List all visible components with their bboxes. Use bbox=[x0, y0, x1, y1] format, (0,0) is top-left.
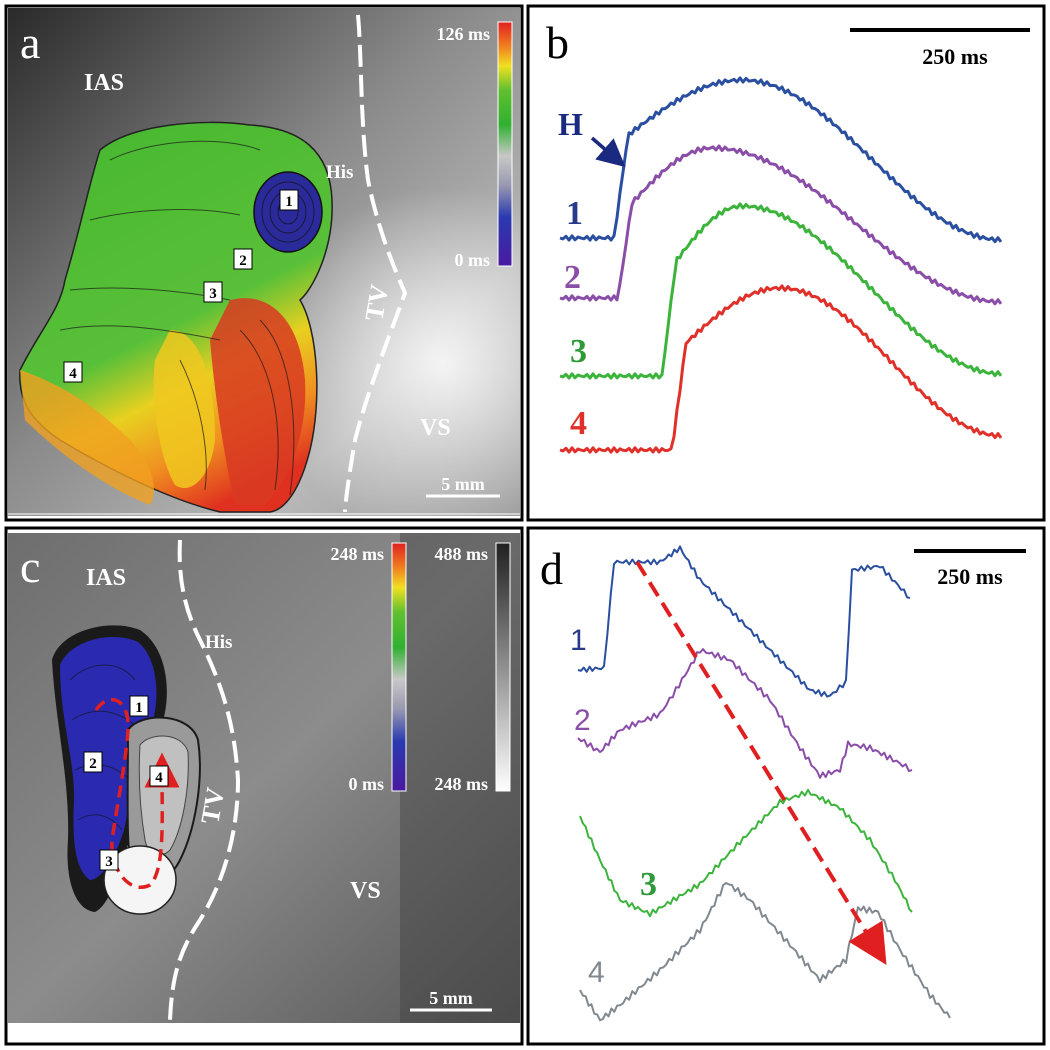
trace-d-label-4: 4 bbox=[588, 956, 605, 989]
trace-d-1 bbox=[577, 545, 911, 698]
trace-b-3 bbox=[559, 202, 1003, 380]
panel-frames bbox=[4, 4, 1046, 1046]
colorbar-c-gray-max: 488 ms bbox=[435, 544, 489, 564]
tv-label-c: TV bbox=[195, 785, 230, 826]
colorbar-c-gray-min: 248 ms bbox=[435, 774, 489, 794]
site-label-c-3: 3 bbox=[105, 854, 113, 870]
colorbar-a-min: 0 ms bbox=[455, 250, 491, 270]
early-activation-site bbox=[253, 171, 323, 253]
trace-d-4 bbox=[579, 882, 951, 1022]
trace-b-4 bbox=[559, 284, 1003, 454]
reentry-path-arrow bbox=[94, 697, 180, 889]
propagation-arrow bbox=[635, 560, 887, 966]
vs-label-a: VS bbox=[420, 415, 451, 441]
trace-d-3 bbox=[579, 788, 913, 918]
site-marker-c-4: 4 bbox=[149, 765, 169, 787]
isochrone-lines-a bbox=[59, 140, 295, 496]
colorbar-c-color-max: 248 ms bbox=[331, 544, 385, 564]
scale-bar-b-label: 250 ms bbox=[922, 44, 988, 69]
scale-bar-a-label: 5 mm bbox=[441, 474, 485, 494]
site-marker-c-2: 2 bbox=[83, 751, 103, 773]
site-label-c-2: 2 bbox=[89, 756, 97, 772]
site-label-a-3: 3 bbox=[209, 286, 217, 302]
late-activation-region bbox=[210, 298, 306, 505]
trace-d-label-1: 1 bbox=[570, 624, 587, 657]
panel-a: a IAS His TV VS 1 2 3 4 126 ms 0 ms 5 mm bbox=[8, 8, 520, 516]
site-marker-a-3: 3 bbox=[203, 281, 223, 303]
trace-b-label-1: 1 bbox=[566, 195, 583, 232]
site-marker-a-1: 1 bbox=[279, 189, 299, 211]
site-label-a-4: 4 bbox=[69, 366, 77, 382]
panel-b: b 250 ms H 1 2 3 4 bbox=[546, 17, 1030, 454]
site-label-a-2: 2 bbox=[239, 253, 247, 269]
scale-bar-c-label: 5 mm bbox=[429, 988, 473, 1008]
edge-activation-region bbox=[20, 370, 154, 505]
panel-a-letter: a bbox=[20, 17, 40, 68]
white-activation-region bbox=[103, 845, 177, 915]
site-marker-a-2: 2 bbox=[233, 248, 253, 270]
trace-b-label-4: 4 bbox=[570, 405, 587, 442]
site-label-c-1: 1 bbox=[135, 700, 143, 716]
colorbar-c-gray bbox=[495, 542, 511, 792]
trace-d-label-3: 3 bbox=[640, 866, 657, 903]
ias-label-a: IAS bbox=[84, 70, 124, 96]
site-label-a-1: 1 bbox=[285, 194, 293, 210]
site-label-c-4: 4 bbox=[155, 770, 163, 786]
tricuspid-valve-line-c bbox=[168, 539, 241, 1021]
marker-h-label: H bbox=[558, 106, 583, 142]
trace-d-2 bbox=[577, 648, 913, 779]
trace-b-label-3: 3 bbox=[570, 333, 587, 370]
his-label-c: His bbox=[205, 632, 232, 653]
ias-label-c: IAS bbox=[86, 565, 126, 591]
trace-d-label-2: 2 bbox=[574, 704, 591, 737]
site-marker-c-1: 1 bbox=[129, 695, 149, 717]
h-arrow bbox=[590, 136, 626, 168]
colorbar-c-color bbox=[391, 542, 407, 792]
site-marker-a-4: 4 bbox=[63, 361, 83, 383]
site-marker-c-3: 3 bbox=[99, 849, 119, 871]
trace-b-2 bbox=[559, 144, 1003, 306]
vs-label-c: VS bbox=[350, 878, 381, 904]
colorbar-a-max: 126 ms bbox=[437, 24, 491, 44]
his-label-a: His bbox=[326, 162, 353, 183]
trace-b-1 bbox=[559, 76, 1003, 244]
panel-d: d 250 ms 1 2 3 4 bbox=[540, 543, 1026, 1022]
colorbar-a bbox=[497, 21, 513, 267]
scale-bar-d-label: 250 ms bbox=[937, 564, 1003, 589]
tricuspid-valve-line bbox=[343, 14, 408, 513]
tv-label-a: TV bbox=[359, 282, 394, 323]
colorbar-c-color-min: 0 ms bbox=[349, 774, 385, 794]
mid-late-activation-region bbox=[153, 330, 215, 488]
panel-c: c IAS His TV VS 1 2 3 4 248 ms 0 ms 488 … bbox=[8, 533, 520, 1023]
panel-c-letter: c bbox=[20, 541, 40, 592]
panel-b-letter: b bbox=[546, 17, 569, 68]
panel-d-letter: d bbox=[540, 543, 563, 594]
trace-b-label-2: 2 bbox=[564, 259, 581, 296]
